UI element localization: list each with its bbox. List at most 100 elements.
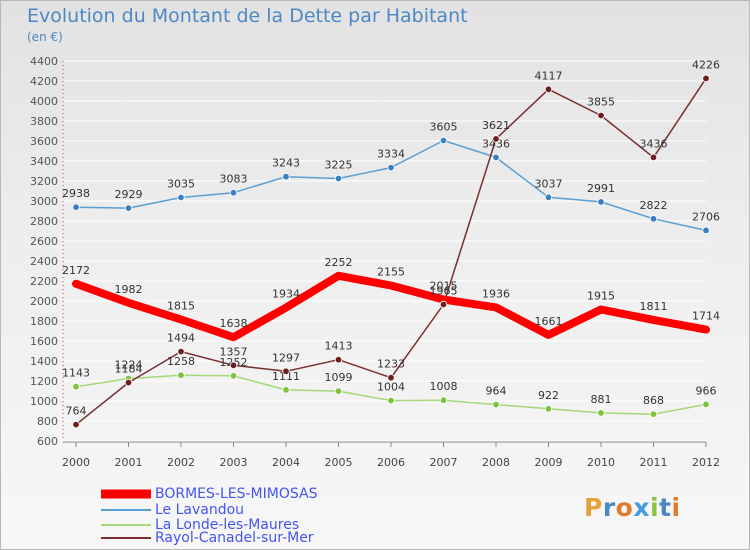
data-point xyxy=(597,111,605,120)
legend-swatch xyxy=(101,489,151,499)
data-label: 764 xyxy=(66,405,87,418)
data-label: 2155 xyxy=(377,266,405,279)
data-point xyxy=(282,386,290,394)
legend-label: Le Lavandou xyxy=(155,502,245,518)
data-label: 966 xyxy=(696,384,717,397)
data-point xyxy=(492,153,500,162)
data-label: 3855 xyxy=(587,96,615,109)
data-label: 1258 xyxy=(167,355,195,368)
data-label: 2822 xyxy=(640,199,668,212)
data-label: 3083 xyxy=(220,173,248,186)
y-tick-label: 3600 xyxy=(30,135,58,148)
y-tick-label: 4200 xyxy=(30,75,58,88)
chart-unit-label: (en €) xyxy=(27,30,63,44)
data-point xyxy=(649,215,658,223)
data-label: 3243 xyxy=(272,157,300,170)
y-tick-label: 1200 xyxy=(30,375,58,388)
x-tick-label: 2011 xyxy=(640,456,668,469)
data-label: 1357 xyxy=(220,345,248,358)
data-point xyxy=(124,378,133,387)
logo-letter: x xyxy=(633,493,650,522)
data-label: 964 xyxy=(486,385,507,398)
data-point xyxy=(229,372,238,380)
data-label: 1915 xyxy=(587,290,615,303)
data-label: 1004 xyxy=(377,381,405,394)
data-label: 1099 xyxy=(325,371,353,384)
logo-letter: r xyxy=(602,493,616,522)
y-tick-label: 3800 xyxy=(30,115,58,128)
data-point xyxy=(334,356,343,364)
x-tick-label: 2000 xyxy=(62,456,90,469)
data-point xyxy=(544,85,553,93)
data-label: 2991 xyxy=(587,182,615,195)
x-tick-label: 2005 xyxy=(325,456,353,469)
data-label: 1811 xyxy=(640,300,668,313)
y-tick-label: 4000 xyxy=(30,95,58,108)
x-tick-label: 2009 xyxy=(535,456,563,469)
y-tick-label: 2400 xyxy=(30,255,58,268)
data-label: 3436 xyxy=(640,137,668,150)
data-label: 2015 xyxy=(430,280,458,293)
data-label: 1233 xyxy=(377,358,405,371)
x-tick-label: 2004 xyxy=(272,456,300,469)
data-point xyxy=(229,361,238,369)
data-point xyxy=(177,371,185,379)
data-point xyxy=(334,387,343,395)
data-point xyxy=(597,198,605,206)
y-tick-label: 1400 xyxy=(30,355,58,368)
data-label: 4117 xyxy=(535,69,563,82)
data-point xyxy=(72,203,80,211)
series-line xyxy=(75,77,707,426)
data-label: 1815 xyxy=(167,300,195,313)
series-line xyxy=(72,271,710,342)
data-label: 922 xyxy=(538,389,559,402)
x-tick-label: 2001 xyxy=(115,456,143,469)
data-point xyxy=(282,367,290,375)
data-point xyxy=(334,174,343,183)
data-point xyxy=(387,163,395,172)
data-label: 1297 xyxy=(272,351,300,364)
legend-swatch xyxy=(101,537,151,539)
data-label: 1936 xyxy=(482,287,510,300)
legend-label: BORMES-LES-MIMOSAS xyxy=(155,486,318,502)
y-tick-label: 3200 xyxy=(30,175,58,188)
data-label: 1714 xyxy=(692,310,720,323)
logo-letter: i xyxy=(650,493,660,522)
data-point xyxy=(492,400,500,409)
data-point xyxy=(544,405,553,413)
y-tick-label: 1600 xyxy=(30,335,58,348)
data-point xyxy=(649,153,658,162)
data-point xyxy=(72,383,80,391)
data-label: 1934 xyxy=(272,288,300,301)
logo-letter: i xyxy=(671,493,681,522)
y-tick-label: 3400 xyxy=(30,155,58,168)
data-point xyxy=(229,188,238,197)
data-label: 881 xyxy=(591,393,612,406)
data-label: 3225 xyxy=(325,159,353,172)
x-tick-label: 2008 xyxy=(482,456,510,469)
data-point xyxy=(439,136,448,145)
legend-label: Rayol-Canadel-sur-Mer xyxy=(155,530,314,546)
data-label: 1413 xyxy=(325,340,353,353)
x-tick-label: 2007 xyxy=(430,456,458,469)
data-label: 868 xyxy=(643,394,664,407)
data-label: 1111 xyxy=(272,370,300,383)
data-point xyxy=(544,193,553,201)
data-label: 3621 xyxy=(482,119,510,132)
data-label: 1224 xyxy=(115,359,143,372)
data-label: 2938 xyxy=(62,187,90,200)
legend-label: La Londe-les-Maures xyxy=(155,517,300,533)
data-point xyxy=(177,347,185,356)
x-tick-label: 2010 xyxy=(587,456,615,469)
y-tick-label: 600 xyxy=(37,435,58,448)
y-tick-label: 1000 xyxy=(30,395,58,408)
legend-swatch xyxy=(101,524,151,526)
x-tick-label: 2002 xyxy=(167,456,195,469)
data-point xyxy=(282,172,290,181)
data-label: 3037 xyxy=(535,177,563,190)
data-label: 3436 xyxy=(482,137,510,150)
data-label: 1982 xyxy=(115,283,143,296)
data-point xyxy=(649,410,658,418)
